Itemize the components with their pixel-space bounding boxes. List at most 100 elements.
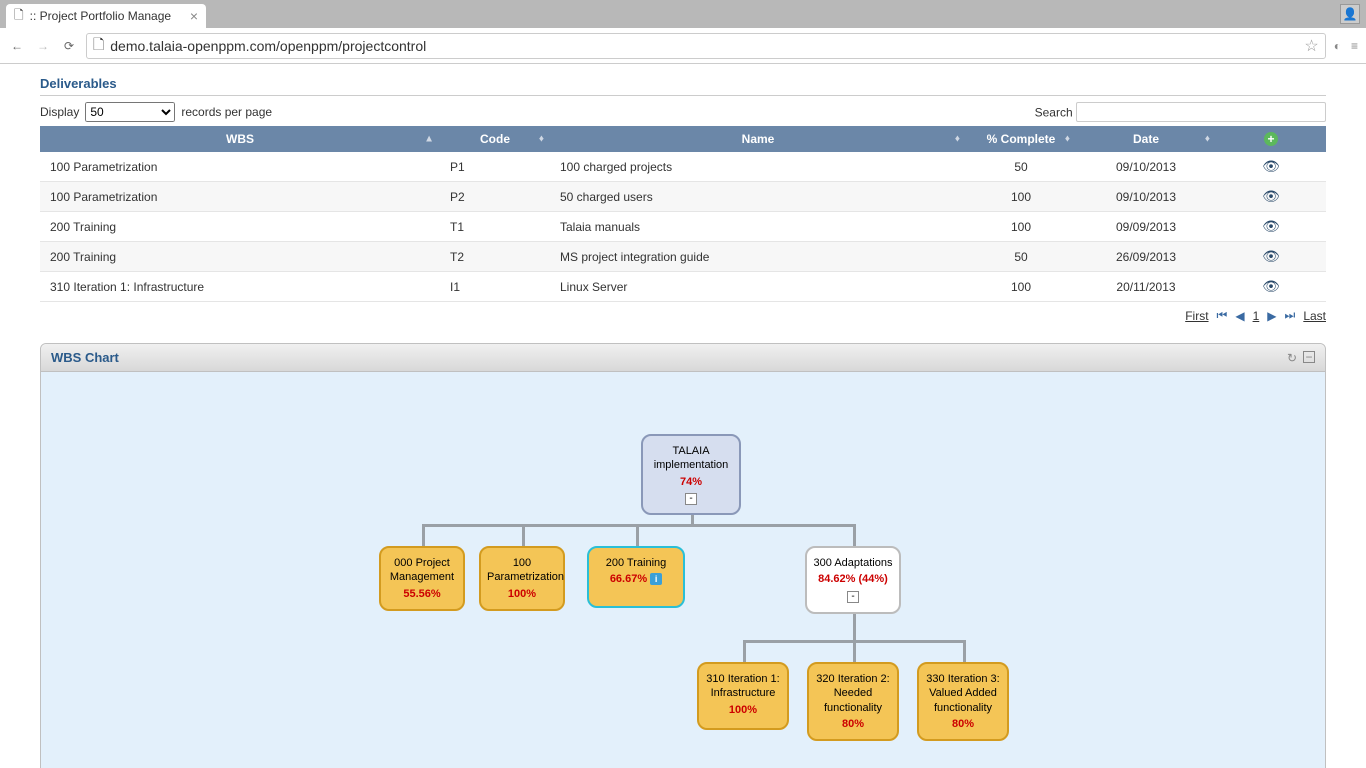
wbs-node[interactable]: 320 Iteration 2: Needed functionality 80% [807, 662, 899, 741]
wbs-node[interactable]: 310 Iteration 1: Infrastructure 100% [697, 662, 789, 730]
wbs-node[interactable]: TALAIA implementation 74% - [641, 434, 741, 515]
view-icon[interactable]: 👁 [1262, 158, 1280, 174]
browser-window: 🗋 :: Project Portfolio Manage × 👤 ← → ⟳ … [0, 0, 1366, 768]
cell-date: 09/10/2013 [1076, 182, 1216, 212]
expand-toggle[interactable]: - [847, 591, 859, 603]
back-button[interactable]: ← [8, 37, 26, 55]
panel-header: WBS Chart ↻ − [41, 344, 1325, 372]
wbs-node[interactable]: 100 Parametrization100% [479, 546, 565, 611]
url-bar[interactable]: 🗋 demo.talaia-openppm.com/openppm/projec… [86, 33, 1326, 59]
page-number[interactable]: 1 [1253, 309, 1260, 323]
cell-wbs: 100 Parametrization [40, 182, 440, 212]
sort-icon: ♦ [1205, 134, 1210, 145]
page-first-icon[interactable]: ⏮ [1217, 308, 1228, 323]
node-pct: 66.67% i [595, 572, 677, 586]
cell-code: T2 [440, 242, 550, 272]
bookmark-star-icon[interactable]: ☆ [1304, 36, 1318, 56]
view-icon[interactable]: 👁 [1262, 188, 1280, 204]
cell-date: 20/11/2013 [1076, 272, 1216, 302]
col-name[interactable]: Name♦ [550, 126, 966, 152]
expand-toggle[interactable]: - [685, 493, 697, 505]
node-label: 310 Iteration 1: Infrastructure [705, 672, 781, 701]
table-row: 200 TrainingT2MS project integration gui… [40, 242, 1326, 272]
cell-name: MS project integration guide [550, 242, 966, 272]
node-label: 300 Adaptations [813, 556, 893, 570]
wbs-node[interactable]: 330 Iteration 3: Valued Added functional… [917, 662, 1009, 741]
display-select[interactable]: 50 [85, 102, 175, 122]
collapse-icon[interactable]: − [1303, 351, 1315, 363]
search-input[interactable] [1076, 102, 1326, 122]
page-prev-icon[interactable]: ◀ [1235, 309, 1244, 323]
cell-wbs: 200 Training [40, 242, 440, 272]
node-pct: 80% [815, 717, 891, 731]
cell-pct: 50 [966, 242, 1076, 272]
page-last-icon[interactable]: ⏭ [1285, 308, 1296, 323]
chrome-ext-icon[interactable]: ◐ [1334, 39, 1341, 53]
chrome-user-icon[interactable]: 👤 [1340, 4, 1360, 24]
cell-name: Linux Server [550, 272, 966, 302]
display-label: Display [40, 105, 79, 119]
sort-icon: ♦ [1065, 134, 1070, 145]
cell-wbs: 100 Parametrization [40, 152, 440, 182]
col-date[interactable]: Date♦ [1076, 126, 1216, 152]
page-next-icon[interactable]: ▶ [1267, 309, 1276, 323]
reload-button[interactable]: ⟳ [60, 37, 78, 55]
node-label: 200 Training [595, 556, 677, 570]
legend: Work GroupControl AccountThird-party Con… [51, 762, 1315, 768]
close-icon[interactable]: × [190, 8, 198, 24]
node-pct: 100% [705, 703, 781, 717]
node-pct: 55.56% [387, 587, 457, 601]
wbs-node[interactable]: 300 Adaptations84.62% (44%)- [805, 546, 901, 614]
col-pct[interactable]: % Complete♦ [966, 126, 1076, 152]
cell-code: P2 [440, 182, 550, 212]
cell-pct: 100 [966, 212, 1076, 242]
cell-name: Talaia manuals [550, 212, 966, 242]
page-first[interactable]: First [1185, 309, 1208, 323]
node-label: 100 Parametrization [487, 556, 557, 585]
page-last[interactable]: Last [1303, 309, 1326, 323]
node-pct: 74% [649, 475, 733, 489]
add-icon[interactable]: + [1264, 132, 1278, 146]
node-label: 000 Project Management [387, 556, 457, 585]
node-label: TALAIA implementation [649, 444, 733, 473]
info-icon[interactable]: i [650, 573, 662, 585]
node-label: 320 Iteration 2: Needed functionality [815, 672, 891, 715]
search-label: Search [1035, 106, 1073, 120]
cell-name: 100 charged projects [550, 152, 966, 182]
cell-code: I1 [440, 272, 550, 302]
cell-pct: 50 [966, 152, 1076, 182]
sort-icon: ♦ [539, 134, 544, 145]
chrome-menu-icon[interactable]: ≡ [1351, 39, 1358, 53]
sort-icon: ♦ [955, 134, 960, 145]
forward-button[interactable]: → [34, 37, 52, 55]
col-wbs[interactable]: WBS▲ [40, 126, 440, 152]
cell-code: P1 [440, 152, 550, 182]
url-text: demo.talaia-openppm.com/openppm/projectc… [110, 38, 426, 54]
table-row: 100 ParametrizationP250 charged users100… [40, 182, 1326, 212]
col-actions: + [1216, 126, 1326, 152]
panel-body: TALAIA implementation 74% - 000 Project Man… [41, 372, 1325, 768]
view-icon[interactable]: 👁 [1262, 278, 1280, 294]
browser-toolbar: ← → ⟳ 🗋 demo.talaia-openppm.com/openppm/… [0, 28, 1366, 64]
col-code[interactable]: Code♦ [440, 126, 550, 152]
cell-date: 09/09/2013 [1076, 212, 1216, 242]
browser-tab-bar: 🗋 :: Project Portfolio Manage × [0, 0, 1366, 28]
view-icon[interactable]: 👁 [1262, 218, 1280, 234]
table-row: 310 Iteration 1: InfrastructureI1Linux S… [40, 272, 1326, 302]
wbs-node[interactable]: 200 Training 66.67% i [587, 546, 685, 608]
view-icon[interactable]: 👁 [1262, 248, 1280, 264]
cell-date: 09/10/2013 [1076, 152, 1216, 182]
cell-pct: 100 [966, 272, 1076, 302]
pagination: First ⏮ ◀ 1 ▶ ⏭ Last [40, 302, 1326, 329]
tab-title: :: Project Portfolio Manage [30, 9, 171, 23]
cell-date: 26/09/2013 [1076, 242, 1216, 272]
sort-asc-icon: ▲ [424, 134, 434, 145]
page-icon: 🗋 [14, 6, 24, 27]
refresh-icon[interactable]: ↻ [1287, 351, 1297, 365]
browser-tab[interactable]: 🗋 :: Project Portfolio Manage × [6, 4, 206, 28]
node-pct: 80% [925, 717, 1001, 731]
node-label: 330 Iteration 3: Valued Added functional… [925, 672, 1001, 715]
wbs-node[interactable]: 000 Project Management 55.56% [379, 546, 465, 611]
table-row: 100 ParametrizationP1100 charged project… [40, 152, 1326, 182]
cell-name: 50 charged users [550, 182, 966, 212]
